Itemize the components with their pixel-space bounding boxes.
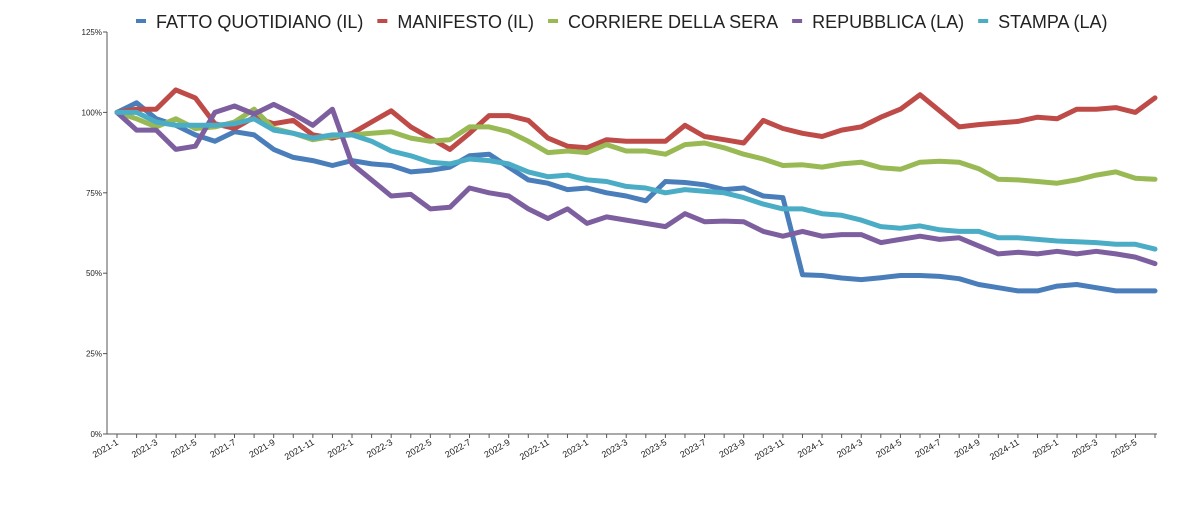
x-tick-label: 2021-5 <box>169 437 198 460</box>
x-tick-label: 2025-3 <box>1070 437 1099 460</box>
x-tick-label: 2023-5 <box>639 437 668 460</box>
series-line-1 <box>114 87 1158 152</box>
legend-swatch <box>548 19 559 23</box>
legend-label: MANIFESTO (IL) <box>397 12 534 32</box>
legend-label: REPUBBLICA (LA) <box>812 12 964 32</box>
x-tick-label: 2022-3 <box>365 437 394 460</box>
legend-swatch <box>136 19 146 23</box>
x-tick-label: 2024-5 <box>874 437 903 460</box>
x-tick-label: 2022-5 <box>404 437 433 460</box>
x-tick-label: 2024-3 <box>835 437 864 460</box>
series-line-4 <box>114 109 1158 252</box>
x-tick-label: 2021-1 <box>91 437 120 460</box>
x-tick-label: 2024-7 <box>913 437 942 460</box>
x-tick-label: 2023-3 <box>600 437 629 460</box>
legend-label: CORRIERE DELLA SERA <box>568 12 778 32</box>
x-tick-label: 2024-11 <box>988 437 1021 462</box>
x-tick-label: 2024-9 <box>952 437 981 460</box>
y-tick-label: 75% <box>86 189 102 198</box>
x-tick-label: 2023-9 <box>717 437 746 460</box>
legend-label: STAMPA (LA) <box>998 12 1107 32</box>
series-line-0 <box>114 100 1158 294</box>
legend: FATTO QUOTIDIANO (IL) MANIFESTO (IL) CORRI… <box>136 12 1108 32</box>
x-tick-label: 2021-3 <box>130 437 159 460</box>
y-tick-label: 125% <box>82 28 102 37</box>
x-tick-label: 2022-7 <box>443 437 472 460</box>
y-tick-label: 50% <box>86 269 102 278</box>
x-tick-label: 2023-7 <box>678 437 707 460</box>
x-tick-label: 2021-7 <box>208 437 237 460</box>
legend-swatch <box>377 19 388 23</box>
y-axis: 0% 25% 50% 75% 100% 125% <box>82 28 108 439</box>
x-tick-label: 2022-1 <box>326 437 355 460</box>
x-axis: 2021-1 2021-3 2021-5 2021-7 2021-9 2021-11 202… <box>91 433 1157 462</box>
series-line-3 <box>114 101 1158 267</box>
x-tick-label: 2024-1 <box>796 437 825 460</box>
x-tick-label: 2022-11 <box>518 437 551 462</box>
x-tick-label: 2023-11 <box>753 437 786 462</box>
x-tick-label: 2023-1 <box>561 437 590 460</box>
x-tick-label: 2022-9 <box>482 437 511 460</box>
y-tick-label: 100% <box>82 108 102 117</box>
x-tick-label: 2021-11 <box>283 437 316 462</box>
x-tick-label: 2025-1 <box>1031 437 1060 460</box>
y-tick-label: 0% <box>90 430 102 439</box>
legend-label: FATTO QUOTIDIANO (IL) <box>156 12 363 32</box>
legend-swatch <box>978 19 989 23</box>
x-tick-label: 2025-5 <box>1109 437 1138 460</box>
x-tick-label: 2021-9 <box>247 437 276 460</box>
y-tick-label: 25% <box>86 350 102 359</box>
legend-swatch <box>792 19 803 23</box>
series-lines <box>114 87 1158 294</box>
